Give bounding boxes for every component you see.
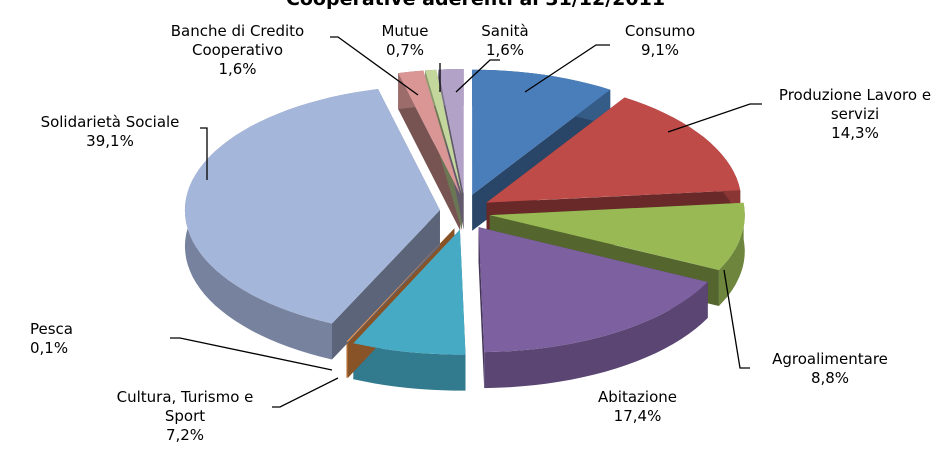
slice-wall: [478, 227, 485, 389]
slice-label: Mutue 0,7%: [370, 22, 440, 60]
slice-label: Pesca 0,1%: [30, 320, 90, 358]
slice-label: Produzione Lavoro e servizi 14,3%: [760, 86, 950, 143]
slice: [398, 70, 461, 195]
slice: [438, 69, 464, 195]
slice-side: [353, 343, 466, 391]
slice-wall: [331, 210, 440, 360]
slice-label: Consumo 9,1%: [600, 22, 720, 60]
category-name: Abitazione: [598, 388, 677, 406]
slice-label: Abitazione 17,4%: [560, 388, 715, 426]
leader-line: [272, 377, 339, 408]
value-label: 7,2%: [165, 426, 205, 444]
slice: [353, 229, 466, 355]
category-name: Agroalimentare: [772, 350, 888, 368]
value-label: 9,1%: [640, 41, 680, 59]
value-label: 14,3%: [831, 124, 879, 142]
chart-title: Cooperative aderenti al 31/12/2011: [0, 0, 951, 10]
slice: [478, 227, 708, 353]
leader-line: [455, 59, 500, 93]
slice-wall: [398, 73, 461, 231]
slice-label: Agroalimentare 8,8%: [745, 350, 915, 388]
value-label: 17,4%: [613, 407, 662, 425]
value-label: 8,8%: [810, 369, 850, 387]
value-label: 0,7%: [385, 41, 425, 59]
slice: [346, 228, 455, 342]
leader-line: [723, 269, 750, 369]
slice-label: Banche di Credito Cooperativo 1,6%: [140, 22, 335, 79]
value-label: 1,6%: [218, 60, 257, 78]
category-name: Produzione Lavoro e servizi: [778, 86, 932, 123]
category-name: Consumo: [624, 22, 696, 40]
category-name: Sanità: [481, 22, 529, 40]
value-label: 0,1%: [30, 339, 69, 357]
slices: [184, 69, 745, 391]
leader-line: [524, 44, 610, 93]
category-name: Pesca: [30, 320, 73, 338]
slice-label: Sanità 1,6%: [470, 22, 540, 60]
slice: [184, 89, 440, 324]
slice-side: [484, 282, 708, 389]
slice-label: Solidarietà Sociale 39,1%: [10, 113, 210, 151]
category-name: Mutue: [381, 22, 429, 40]
leader-line: [330, 36, 419, 96]
leader-line: [667, 103, 762, 133]
slice-side: [346, 341, 348, 378]
slice: [472, 69, 611, 195]
value-label: 39,1%: [86, 132, 134, 150]
slice-label: Cultura, Turismo e Sport 7,2%: [95, 388, 275, 445]
category-name: Cultura, Turismo e Sport: [116, 388, 254, 425]
value-label: 1,6%: [485, 41, 525, 59]
slice: [425, 69, 462, 195]
slice: [489, 202, 745, 270]
category-name: Solidarietà Sociale: [40, 113, 180, 131]
category-name: Banche di Credito Cooperativo: [170, 22, 305, 59]
slice: [486, 97, 741, 203]
leader-line: [200, 127, 208, 180]
leader-line: [170, 337, 333, 371]
